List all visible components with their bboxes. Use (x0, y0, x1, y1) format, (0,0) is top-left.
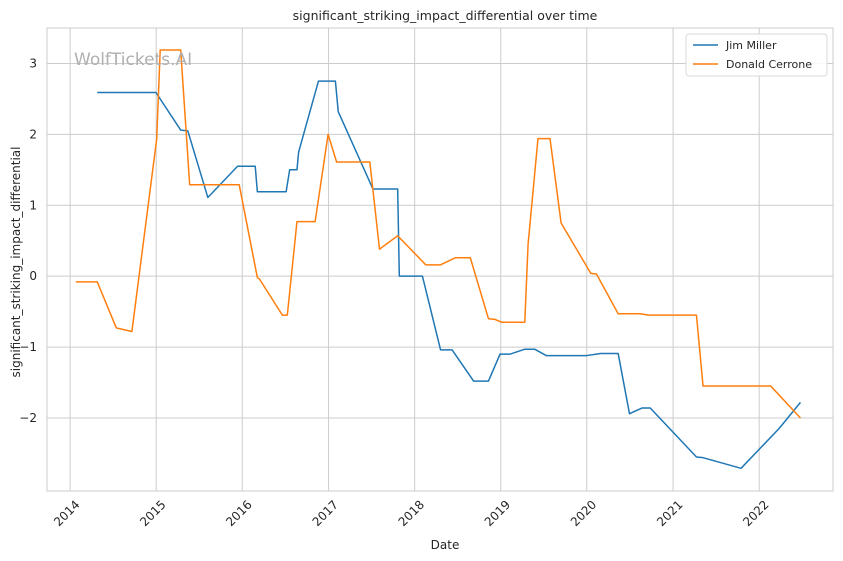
legend: Jim Miller Donald Cerrone (685, 33, 828, 77)
y-tick-label: 2 (29, 127, 37, 141)
x-tick-label: 2019 (482, 498, 513, 529)
x-tick-label: 2017 (310, 498, 341, 529)
y-tick-label: −2 (19, 411, 37, 425)
plot-frame (46, 27, 834, 492)
x-tick-label: 2022 (740, 498, 771, 529)
y-tick-label: 3 (29, 56, 37, 70)
y-tick-label: 0 (29, 269, 37, 283)
legend-label: Donald Cerrone (726, 58, 812, 71)
legend-label: Jim Miller (725, 39, 777, 52)
series-layer (75, 49, 802, 470)
x-tick-label: 2016 (223, 498, 254, 529)
y-tick-label: 1 (29, 198, 37, 212)
series-line-jim-miller (97, 80, 802, 470)
series-line-donald-cerrone (75, 49, 802, 419)
x-tick-label: 2020 (568, 498, 599, 529)
x-tick-label: 2015 (137, 498, 168, 529)
x-axis-label: Date (431, 538, 460, 552)
y-tick-label: −1 (19, 340, 37, 354)
grid-layer (47, 28, 833, 491)
tick-layer: 2014 2015 2016 2017 2018 2019 2020 2021 2022 3 2 1 0… (19, 56, 771, 529)
legend-box (685, 33, 828, 77)
watermark-text: WolfTickets.AI (74, 50, 192, 70)
chart-title: significant_striking_impact_differential… (293, 8, 598, 23)
x-tick-label: 2018 (396, 498, 427, 529)
y-axis-label: significant_striking_impact_differential (9, 147, 23, 378)
x-tick-label: 2014 (51, 498, 82, 529)
x-tick-label: 2021 (654, 498, 685, 529)
